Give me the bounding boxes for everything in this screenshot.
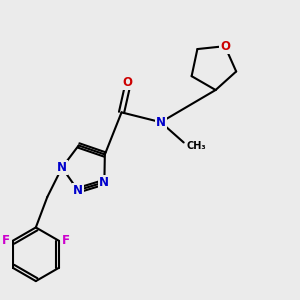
Text: F: F bbox=[2, 234, 9, 248]
Text: O: O bbox=[220, 40, 230, 53]
Text: N: N bbox=[57, 161, 67, 174]
Text: N: N bbox=[99, 176, 110, 189]
Text: O: O bbox=[122, 76, 132, 89]
Text: N: N bbox=[73, 184, 83, 197]
Text: CH₃: CH₃ bbox=[186, 141, 206, 152]
Text: F: F bbox=[62, 234, 70, 248]
Text: N: N bbox=[156, 116, 166, 129]
